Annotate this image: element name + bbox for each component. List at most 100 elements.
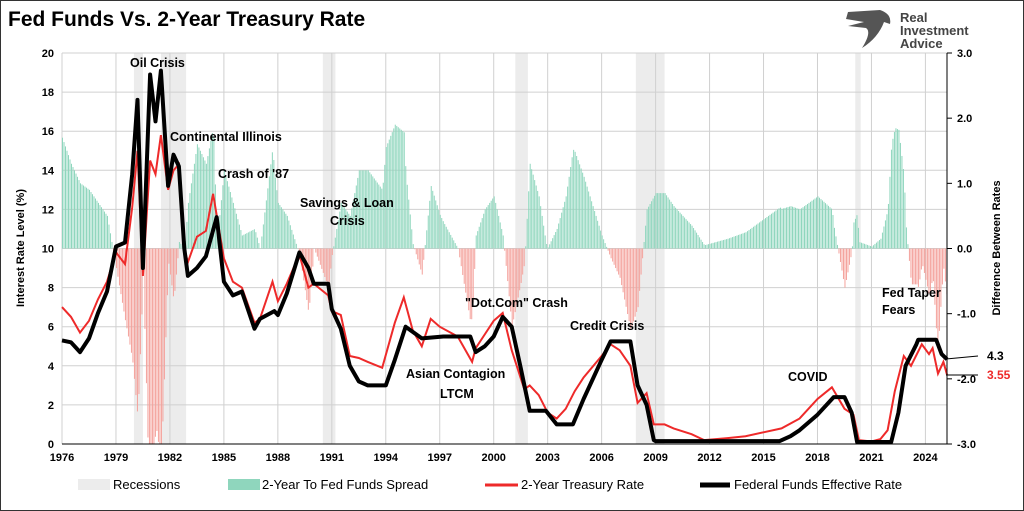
spread-bar	[754, 225, 756, 249]
spread-bar	[283, 211, 285, 249]
spread-bar	[312, 248, 314, 267]
spread-bar	[817, 196, 819, 249]
spread-bar	[414, 248, 416, 250]
spread-bar	[244, 233, 246, 249]
spread-bar	[595, 215, 597, 249]
spread-bar	[687, 220, 689, 249]
spread-bar	[273, 159, 275, 249]
y2-tick-label: 2.0	[957, 113, 972, 125]
spread-bar	[241, 235, 243, 249]
spread-bar	[255, 232, 257, 249]
spread-bar	[93, 196, 95, 249]
spread-bar	[199, 150, 201, 249]
spread-bar	[321, 248, 323, 269]
spread-bar	[815, 197, 817, 249]
spread-bar	[276, 190, 278, 249]
spread-bar	[898, 129, 900, 249]
spread-bar	[621, 248, 623, 286]
spread-bar	[580, 168, 582, 249]
spread-bar	[132, 248, 134, 363]
spread-bar	[438, 210, 440, 249]
spread-bar	[367, 170, 369, 249]
spread-bar	[633, 248, 635, 322]
spread-bar	[120, 248, 122, 295]
y-tick-label: 18	[42, 87, 54, 99]
x-tick-label: 2018	[805, 452, 829, 464]
spread-bar	[435, 200, 437, 249]
spread-bar	[839, 248, 841, 262]
spread-bars	[62, 124, 948, 444]
spread-bar	[663, 193, 665, 249]
spread-bar	[715, 242, 717, 249]
spread-bar	[460, 248, 462, 267]
spread-bar	[382, 182, 384, 249]
spread-bar	[250, 230, 252, 249]
spread-bar	[529, 163, 531, 249]
spread-bar	[917, 248, 919, 287]
spread-bar	[795, 207, 797, 249]
annotation-covid: COVID	[788, 370, 828, 384]
spread-bar	[514, 248, 516, 313]
spread-bar	[622, 248, 624, 293]
spread-bar	[279, 205, 281, 249]
spread-bar	[729, 238, 731, 249]
spread-bar	[478, 226, 480, 249]
spread-bar	[226, 181, 228, 249]
spread-bar	[508, 248, 510, 297]
spread-bar	[711, 243, 713, 249]
spread-bar	[646, 209, 648, 249]
spread-bar	[397, 127, 399, 249]
spread-bar	[928, 248, 930, 294]
spread-bar	[823, 201, 825, 249]
spread-bar	[157, 248, 159, 442]
spread-bar	[364, 170, 366, 249]
spread-bar	[204, 160, 206, 249]
spread-bar	[700, 239, 702, 249]
spread-bar	[546, 243, 548, 249]
spread-bar	[651, 201, 653, 249]
spread-bar	[714, 242, 716, 249]
spread-bar	[363, 170, 365, 249]
spread-bar	[441, 217, 443, 249]
spread-bar	[436, 205, 438, 249]
spread-bar	[624, 248, 626, 300]
spread-bar	[489, 202, 491, 249]
spread-bar	[869, 246, 871, 249]
spread-bar	[70, 163, 72, 249]
spread-bar	[88, 189, 90, 249]
spread-bar	[345, 209, 347, 249]
spread-bar	[756, 224, 758, 249]
spread-bar	[721, 240, 723, 249]
spread-bar	[564, 201, 566, 249]
spread-bar	[600, 230, 602, 249]
legend-swatch-spread	[228, 479, 260, 490]
spread-bar	[445, 226, 447, 249]
spread-bar	[402, 131, 404, 249]
spread-bar	[328, 248, 330, 283]
spread-bar	[844, 248, 846, 288]
x-tick-label: 1979	[104, 452, 128, 464]
x-tick-label: 2015	[751, 452, 775, 464]
spread-bar	[62, 137, 63, 249]
spread-bar	[106, 215, 108, 249]
spread-bar	[591, 201, 593, 249]
spread-bar	[442, 221, 444, 249]
spread-bar	[517, 248, 519, 298]
spread-bar	[234, 208, 236, 249]
spread-bar	[343, 207, 345, 249]
spread-bar	[454, 243, 456, 249]
spread-bar	[881, 232, 883, 249]
spread-bar	[192, 173, 194, 249]
annotation-oil-crisis: Oil Crisis	[130, 56, 185, 70]
spread-bar	[288, 220, 290, 249]
spread-bar	[760, 221, 762, 249]
spread-bar	[871, 246, 873, 249]
y2-tick-label: -2.0	[957, 374, 976, 386]
spread-bar	[583, 176, 585, 249]
spread-bar	[904, 192, 906, 249]
end-label-fed-funds: 4.3	[987, 349, 1004, 363]
spread-bar	[690, 224, 692, 249]
spread-bar	[111, 241, 113, 249]
spread-bar	[141, 248, 143, 315]
spread-bar	[138, 248, 140, 395]
